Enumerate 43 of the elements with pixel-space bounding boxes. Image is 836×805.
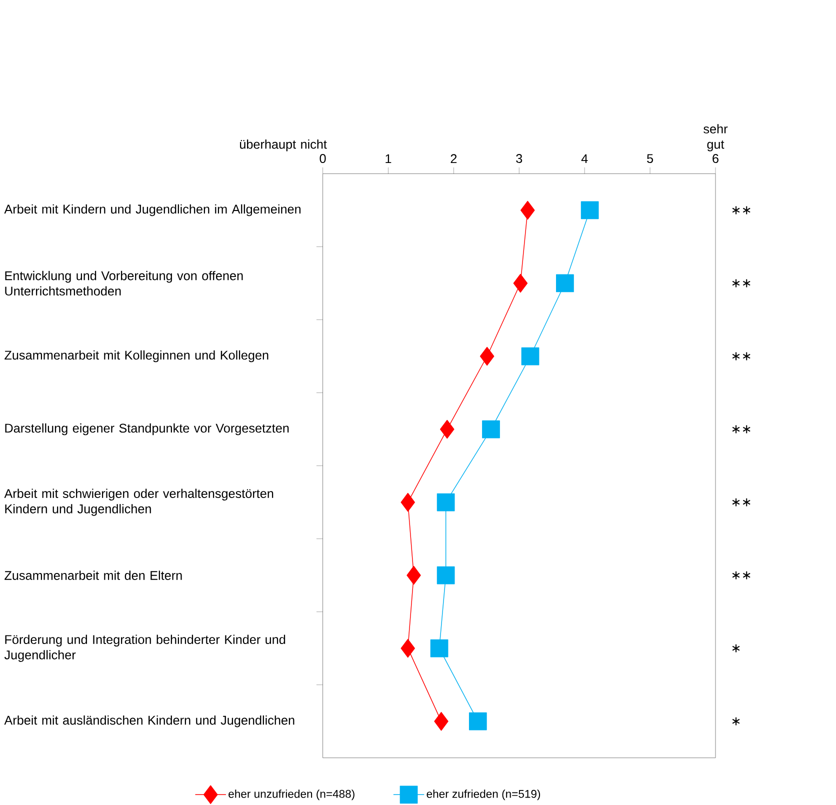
text: ∗ — [732, 644, 740, 652]
x-tick-label: 1 — [386, 154, 392, 163]
y-tick-label: Entwicklung und Vorbereitung von offenen Unterrichtsmethoden — [5, 270, 243, 296]
text: ∗∗ — [732, 425, 750, 434]
point — [400, 492, 416, 512]
point — [513, 274, 528, 292]
x-tick-label: 5 — [647, 154, 654, 163]
point — [580, 201, 599, 219]
text: ∗∗ — [732, 279, 750, 287]
x-tick-label: 4 — [581, 154, 588, 163]
point — [430, 639, 448, 658]
x-tick-label: 0 — [320, 154, 326, 163]
y-tick-label: Förderung und Integration behinderter Kinder und Jugendlicher — [4, 634, 286, 662]
y-tick-label: Zusammenarbeit mit den Eltern — [4, 570, 182, 580]
point — [406, 566, 421, 584]
point — [556, 274, 574, 292]
point — [434, 712, 448, 730]
point — [436, 493, 455, 511]
point — [482, 420, 500, 438]
text: ∗∗ — [732, 206, 750, 214]
point — [436, 566, 455, 584]
y-tick-label: Arbeit mit Kindern und Jugendlichen im Allgemeinen — [4, 204, 300, 216]
y-tick-label: Zusammenarbeit mit Kolleginnen und Kollegen — [4, 350, 268, 362]
y-tick-label: Arbeit mit schwierigen oder verhaltensgestörten Kindern und Jugendlichen — [4, 488, 274, 516]
legend-label: eher unzufrieden (n=488) — [228, 789, 354, 800]
text: ∗∗ — [732, 498, 750, 506]
point — [400, 638, 416, 658]
y-tick-label: Arbeit mit ausländischen Kindern und Jugendlichen — [4, 715, 294, 727]
y-tick-label: Darstellung eigener Standpunkte vor Vorgesetzten — [5, 423, 289, 435]
text: überhaupt nicht — [240, 139, 327, 152]
point — [521, 347, 540, 365]
x-tick-label: 2 — [450, 154, 457, 163]
x-tick-label: 3 — [516, 154, 522, 163]
text: sehr gut — [704, 124, 728, 152]
x-tick-label: 6 — [712, 154, 718, 163]
text: ∗∗ — [732, 571, 750, 580]
point — [468, 712, 487, 730]
point — [480, 346, 494, 366]
text: ∗∗ — [732, 352, 750, 360]
point — [440, 420, 454, 438]
legend-label: eher zufrieden (n=519) — [426, 789, 540, 800]
text: ∗ — [732, 717, 740, 726]
point — [520, 200, 535, 220]
